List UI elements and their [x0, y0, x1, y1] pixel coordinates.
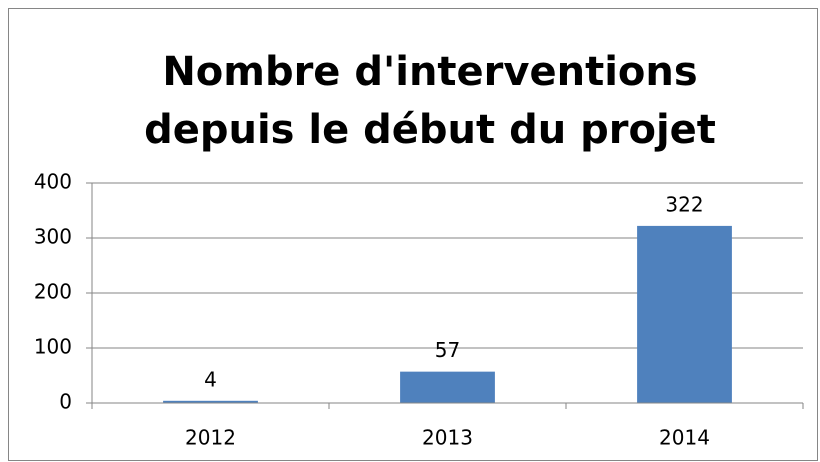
x-tick-label: 2014	[659, 426, 710, 450]
data-label: 322	[665, 192, 703, 216]
x-tick-label: 2013	[422, 426, 473, 450]
y-tick-label: 200	[34, 280, 72, 304]
y-tick-label: 300	[34, 225, 72, 249]
y-tick-label: 0	[59, 390, 72, 414]
bar	[637, 225, 732, 403]
data-label: 4	[204, 367, 217, 391]
data-label: 57	[435, 338, 460, 362]
bar	[163, 400, 258, 403]
y-tick-label: 100	[34, 335, 72, 359]
chart-title-line: depuis le début du projet	[144, 107, 716, 153]
bar	[400, 371, 495, 403]
y-tick-label: 400	[34, 170, 72, 194]
x-tick-label: 2012	[185, 426, 236, 450]
chart-title-line: Nombre d'interventions	[162, 49, 697, 95]
